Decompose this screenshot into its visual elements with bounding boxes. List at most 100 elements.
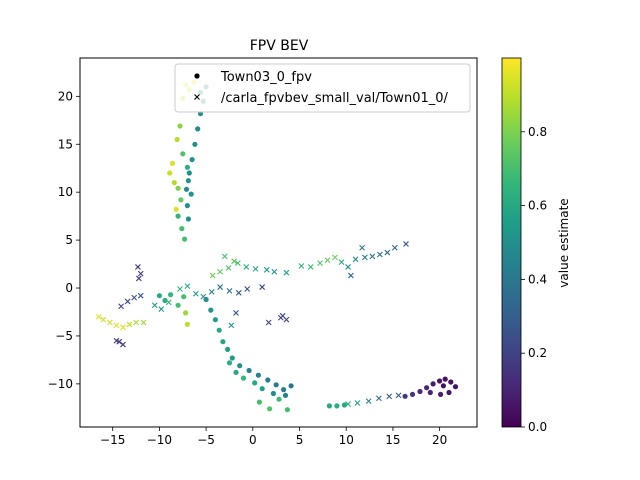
y-tick-label: 5: [65, 233, 73, 247]
colorbar-tick-label: 0.0: [528, 420, 547, 434]
data-point-x: [386, 393, 393, 400]
data-point-x: [137, 270, 144, 277]
x-tick-label: 10: [339, 433, 354, 447]
data-point-x: [376, 251, 383, 258]
y-tick-label: 10: [58, 185, 73, 199]
data-point-circle: [169, 160, 176, 166]
data-point-circle: [341, 402, 347, 408]
x-tick-label: 20: [432, 433, 447, 447]
data-point-x: [158, 306, 165, 313]
data-point-x: [137, 292, 144, 299]
data-point-x: [95, 313, 102, 320]
plot-frame: [79, 57, 478, 428]
y-tick-label: 20: [58, 89, 73, 103]
data-point-circle: [183, 310, 189, 316]
data-point-circle: [175, 185, 181, 191]
data-point-circle: [186, 170, 192, 176]
data-point-x: [365, 398, 372, 405]
data-point-circle: [240, 375, 247, 381]
colorbar-tick-label: 0.6: [528, 199, 547, 213]
data-point-x: [221, 253, 228, 260]
data-point-x: [124, 298, 131, 305]
data-point-circle: [288, 383, 294, 389]
data-point-x: [140, 319, 147, 326]
data-point-circle: [430, 381, 436, 387]
data-point-x: [184, 283, 191, 289]
data-point-circle: [177, 123, 183, 129]
colorbar-tick-label: 0.8: [528, 125, 547, 139]
data-point-circle: [273, 382, 279, 388]
data-point-circle: [220, 339, 226, 345]
data-point-x: [345, 264, 351, 270]
x-tick-label: −10: [147, 433, 172, 447]
data-point-x: [225, 265, 232, 271]
data-point-x: [200, 293, 207, 300]
data-point-circle: [417, 388, 423, 395]
legend-label-town03: Town03_0_fpv: [220, 70, 312, 85]
data-point-x: [348, 272, 354, 279]
data-point-x: [391, 244, 398, 251]
data-point-circle: [180, 151, 186, 157]
data-point-circle: [267, 406, 273, 412]
data-point-x: [113, 322, 120, 329]
data-point-x: [252, 265, 259, 272]
data-point-x: [217, 268, 224, 275]
x-tick-label: 5: [296, 433, 304, 447]
data-point-x: [271, 268, 278, 275]
data-point-x: [126, 321, 133, 328]
data-point-circle: [168, 292, 174, 298]
data-point-circle: [437, 378, 443, 384]
data-point-circle: [185, 178, 191, 184]
data-point-circle: [252, 380, 258, 386]
data-point-x: [324, 257, 331, 264]
data-point-x: [100, 316, 107, 323]
data-point-circle: [189, 157, 195, 163]
data-point-circle: [208, 307, 214, 313]
data-point-circle: [424, 385, 430, 391]
data-point-x: [243, 264, 250, 270]
data-point-circle: [270, 390, 276, 397]
data-point-x: [244, 286, 251, 292]
data-point-x: [217, 284, 224, 290]
y-tick-label: −10: [48, 377, 73, 391]
data-point-circle: [427, 389, 433, 396]
data-point-x: [359, 244, 365, 251]
data-point-x: [135, 264, 141, 270]
data-point-circle: [284, 407, 290, 413]
data-point-x: [209, 272, 216, 279]
data-point-circle: [448, 379, 454, 385]
data-point-circle: [276, 396, 282, 402]
data-point-x: [151, 302, 158, 309]
data-point-circle: [181, 294, 187, 300]
data-point-circle: [175, 213, 181, 219]
data-point-circle: [334, 403, 340, 409]
data-point-circle: [282, 392, 289, 398]
y-axis: −10 −5 0 5 10 15 20: [48, 89, 80, 391]
legend: Town03_0_fpv /carla_fpvbev_small_val/Tow…: [174, 63, 471, 113]
data-point-circle: [171, 180, 177, 186]
data-point-x: [283, 269, 290, 276]
data-point-circle: [174, 136, 180, 143]
data-point-circle: [212, 317, 218, 323]
data-point-x: [226, 288, 233, 294]
data-point-x: [317, 260, 323, 266]
data-point-circle: [440, 383, 446, 389]
data-point-circle: [178, 197, 184, 203]
data-point-x: [133, 319, 139, 326]
data-point-x: [369, 253, 376, 260]
data-point-x: [235, 289, 242, 296]
data-point-circle: [281, 387, 287, 393]
data-point-x: [395, 392, 402, 399]
legend-marker-x: [194, 94, 200, 100]
data-point-x: [354, 400, 361, 406]
data-point-x: [265, 319, 272, 326]
x-tick-label: 0: [249, 433, 257, 447]
data-point-circle: [225, 346, 231, 352]
data-point-x: [118, 303, 124, 310]
data-point-x: [120, 324, 126, 331]
data-point-x: [135, 275, 142, 282]
data-point-circle: [156, 293, 162, 299]
data-point-circle: [237, 363, 243, 369]
data-point-circle: [442, 376, 448, 382]
